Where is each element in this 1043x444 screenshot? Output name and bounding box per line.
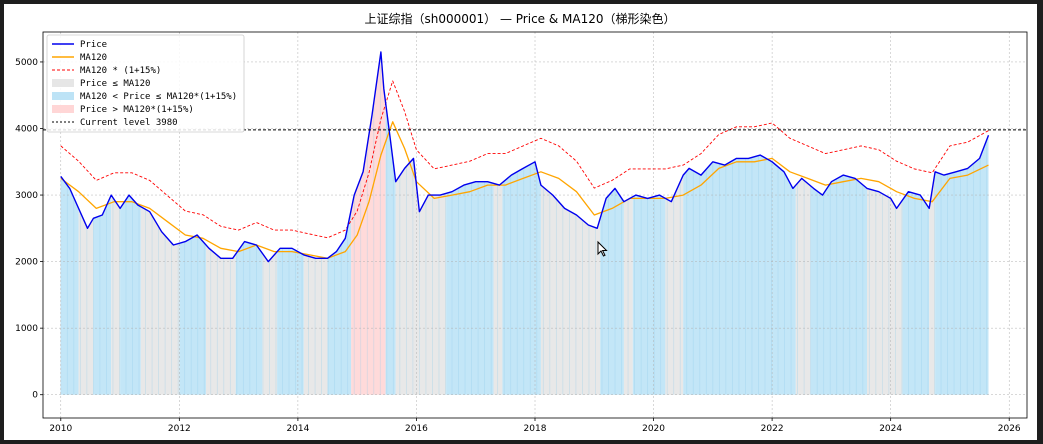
y-tick-label: 2000 [15,258,38,268]
x-tick-label: 2014 [286,424,309,434]
legend-entry-label: Price > MA120*(1+15%) [80,105,194,115]
zone-between-8 [235,242,263,395]
zone-below-1 [78,208,94,395]
ma120-upper-line [60,80,989,239]
x-tick-label: 2026 [998,424,1021,434]
zone-below-3 [111,195,121,395]
zone-between-24 [683,155,796,395]
price-line [60,51,990,263]
zone-below-23 [665,175,684,395]
legend-entry-label: MA120 * (1+15%) [80,66,161,76]
zone-above-13 [351,59,386,395]
mouse-cursor-icon [597,240,608,257]
legend-swatch [52,92,74,100]
zone-between-4 [120,195,141,395]
y-tick-label: 4000 [15,125,38,135]
y-tick-label: 3000 [15,191,38,201]
price-ma120-chart: 上证综指（sh000001） — Price & MA120（梯形染色） 201… [15,11,1028,434]
zone-between-0 [60,176,79,395]
x-tick-label: 2022 [761,424,784,434]
zone-between-6 [179,236,206,395]
zone-below-27 [867,188,903,395]
x-tick-label: 2010 [49,424,72,434]
y-tick-label: 0 [32,391,38,401]
legend-swatch [52,79,74,87]
zone-below-17 [493,182,503,395]
zone-between-2 [93,195,112,395]
legend-swatch [52,105,74,113]
legend-entry-label: MA120 < Price ≤ MA120*(1+15%) [80,92,237,102]
zone-between-16 [446,181,494,395]
legend-entry-label: MA120 [80,53,107,63]
zone-below-5 [140,206,180,395]
legend-entry-label: Price [80,40,107,50]
zone-below-25 [795,178,811,395]
zone-below-7 [206,245,236,395]
zone-between-22 [632,195,666,395]
zone-below-29 [929,171,936,395]
legend-entry-label: Current level 3980 [80,118,178,128]
chart-title: 上证综指（sh000001） — Price & MA120（梯形染色） [364,11,675,26]
zone-between-18 [502,161,541,395]
zone-between-30 [935,135,989,395]
zone-between-26 [810,175,867,395]
ma120-line [60,121,989,259]
y-tick-label: 1000 [15,324,38,334]
x-tick-label: 2024 [879,424,902,434]
zone-below-21 [623,196,633,395]
zone-below-19 [540,185,601,395]
legend: Price MA120 MA120 * (1+15%) Price ≤ MA120 MA… [46,34,245,133]
zone-between-10 [277,248,304,395]
zone-below-15 [395,158,447,395]
zone-below-11 [303,254,328,395]
zone-between-20 [600,189,624,395]
legend-box [46,34,245,133]
x-tick-label: 2020 [642,424,665,434]
zone-below-9 [262,251,278,395]
zone-between-28 [902,192,930,395]
y-tick-label: 5000 [15,58,38,68]
x-tick-label: 2018 [524,424,547,434]
x-tick-label: 2012 [168,424,191,434]
chart-figure: 上证综指（sh000001） — Price & MA120（梯形染色） 201… [4,4,1037,440]
zone-between-14 [385,102,396,395]
legend-entry-label: Price ≤ MA120 [80,79,150,89]
x-tick-label: 2016 [405,424,428,434]
